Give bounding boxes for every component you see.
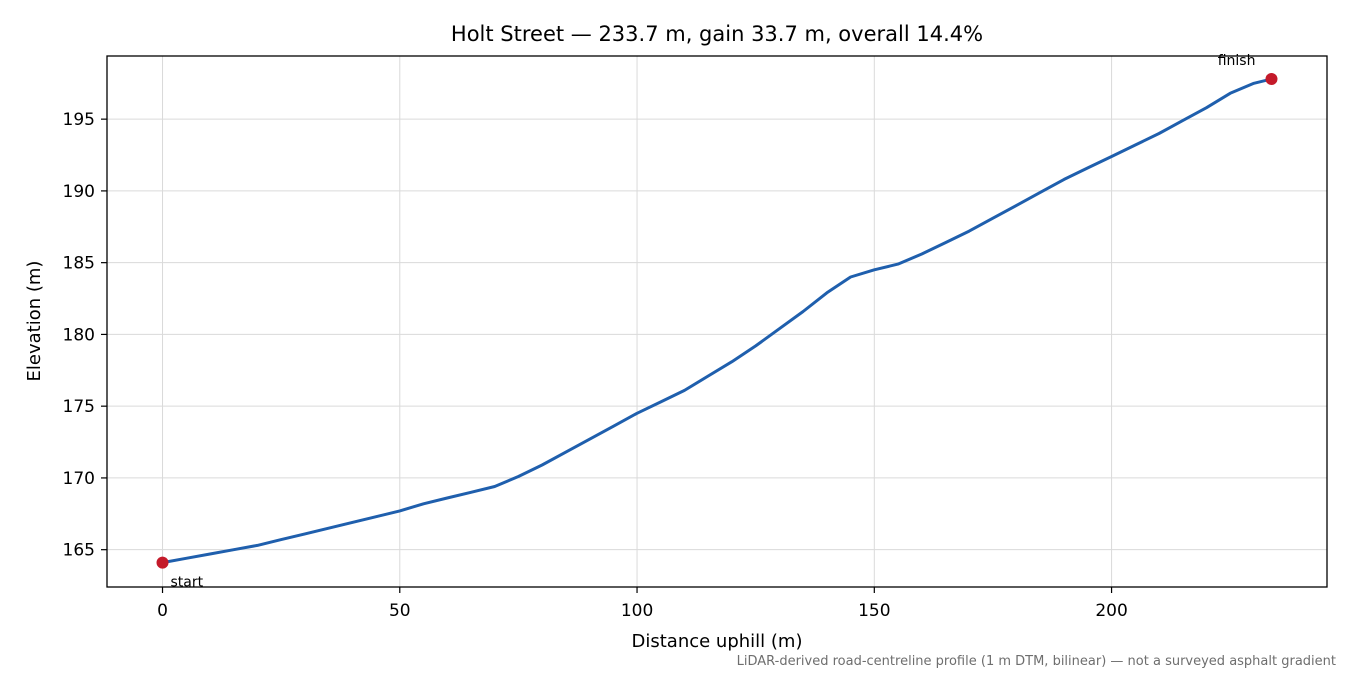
y-tick-label: 170: [63, 469, 95, 489]
plot-frame: [106, 55, 1328, 588]
x-tick-label: 100: [621, 601, 653, 621]
elevation-line: [161, 77, 1273, 565]
y-tick-label: 175: [63, 397, 95, 417]
x-tick-label: 200: [1095, 601, 1127, 621]
y-tick-label: 185: [63, 254, 95, 274]
footnote: LiDAR-derived road-centreline profile (1…: [737, 654, 1336, 669]
series-layer: [161, 77, 1273, 565]
x-tick-label: 0: [157, 601, 168, 621]
y-axis-label: Elevation (m): [24, 261, 45, 382]
grid: [107, 56, 1327, 587]
y-tick-label: 195: [63, 110, 95, 130]
x-axis-label: Distance uphill (m): [632, 631, 803, 652]
ticks: 0 50 100 150 200 165 170 175 180 185 190 195: [63, 110, 1128, 621]
y-tick-label: 165: [63, 541, 95, 561]
y-tick-label: 180: [63, 325, 95, 345]
start-marker: [156, 556, 169, 569]
start-label: start: [171, 575, 204, 591]
x-tick-label: 150: [858, 601, 890, 621]
finish-marker: [1265, 72, 1278, 85]
x-tick-label: 50: [389, 601, 411, 621]
chart-title: Holt Street — 233.7 m, gain 33.7 m, over…: [451, 22, 983, 46]
finish-label: finish: [1218, 53, 1256, 69]
y-tick-label: 190: [63, 182, 95, 202]
